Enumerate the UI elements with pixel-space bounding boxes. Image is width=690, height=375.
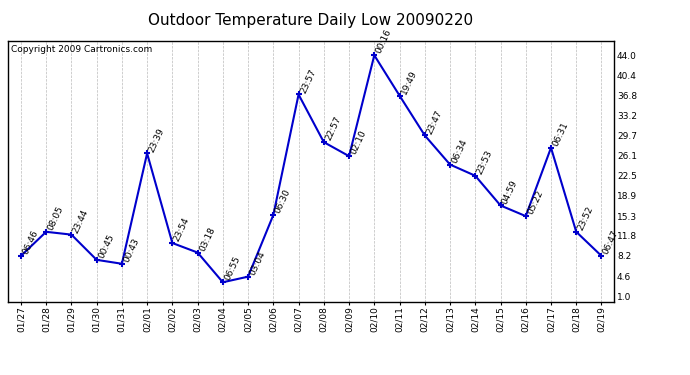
Text: 00:43: 00:43 bbox=[122, 237, 141, 264]
Text: 23:52: 23:52 bbox=[576, 205, 595, 232]
Text: 23:39: 23:39 bbox=[147, 126, 166, 153]
Text: 22:57: 22:57 bbox=[324, 115, 343, 142]
Text: 06:55: 06:55 bbox=[223, 255, 242, 282]
Text: 03:18: 03:18 bbox=[197, 225, 217, 252]
Text: 05:22: 05:22 bbox=[526, 189, 544, 216]
Text: 00:45: 00:45 bbox=[97, 233, 116, 260]
Text: 06:46: 06:46 bbox=[21, 229, 40, 256]
Text: 03:04: 03:04 bbox=[248, 249, 267, 277]
Text: 19:49: 19:49 bbox=[400, 69, 419, 96]
Text: 23:53: 23:53 bbox=[475, 148, 494, 176]
Text: 23:47: 23:47 bbox=[425, 108, 444, 135]
Text: 06:30: 06:30 bbox=[273, 188, 293, 215]
Text: 04:59: 04:59 bbox=[500, 178, 520, 206]
Text: 23:54: 23:54 bbox=[172, 216, 191, 243]
Text: 06:31: 06:31 bbox=[551, 120, 570, 148]
Text: 00:16: 00:16 bbox=[374, 28, 393, 55]
Text: 06:47: 06:47 bbox=[602, 229, 620, 256]
Text: 23:57: 23:57 bbox=[299, 68, 317, 94]
Text: Outdoor Temperature Daily Low 20090220: Outdoor Temperature Daily Low 20090220 bbox=[148, 13, 473, 28]
Text: Copyright 2009 Cartronics.com: Copyright 2009 Cartronics.com bbox=[11, 45, 152, 54]
Text: 06:34: 06:34 bbox=[450, 137, 469, 165]
Text: 02:10: 02:10 bbox=[349, 129, 368, 156]
Text: 08:05: 08:05 bbox=[46, 204, 66, 232]
Text: 23:44: 23:44 bbox=[71, 208, 90, 235]
